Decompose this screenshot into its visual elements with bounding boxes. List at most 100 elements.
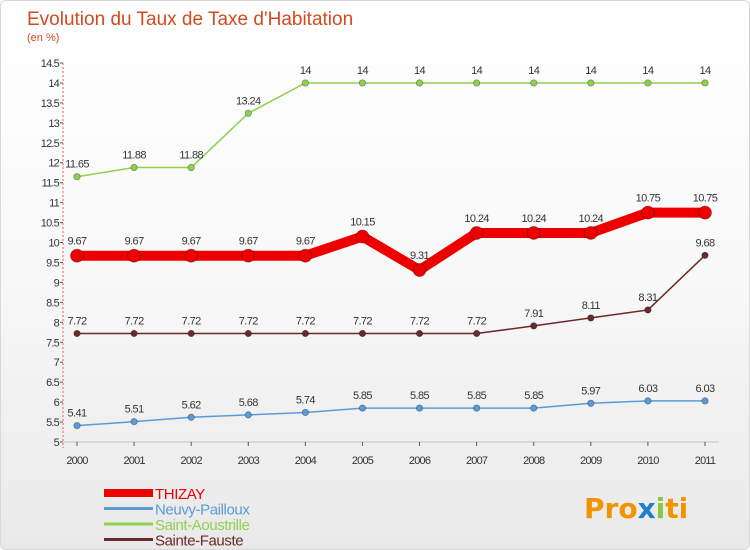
point-sainte-fauste <box>644 306 652 314</box>
chart-subtitle: (en %) <box>27 32 59 44</box>
brand-letter: x <box>638 492 656 525</box>
y-tick-label: 9.5 <box>46 257 60 269</box>
y-tick-label: 13 <box>48 118 59 130</box>
x-tick-label: 2008 <box>523 455 545 467</box>
x-tick-label: 2009 <box>580 455 602 467</box>
data-label-sainte-fauste: 7.72 <box>296 315 315 327</box>
data-label-sainte-fauste: 8.31 <box>638 292 657 304</box>
data-label-saint-aoustrille: 13.24 <box>236 95 261 107</box>
data-label-sainte-fauste: 7.72 <box>410 315 429 327</box>
data-label-saint-aoustrille: 14 <box>528 65 540 77</box>
data-label-thizay: 10.24 <box>579 213 604 225</box>
series-layer <box>70 79 712 430</box>
data-label-thizay: 10.24 <box>521 213 546 225</box>
y-tick-label: 5 <box>54 437 60 449</box>
y-tick-label: 12 <box>48 158 59 170</box>
series-line-saint-aoustrille <box>76 82 706 178</box>
y-tick-label: 5.5 <box>46 417 60 429</box>
data-label-thizay: 9.67 <box>239 236 258 248</box>
data-label-thizay: 10.15 <box>350 217 375 229</box>
y-tick-label: 8.5 <box>46 297 60 309</box>
x-tick-label: 2000 <box>66 455 88 467</box>
point-sainte-fauste <box>587 314 595 322</box>
data-label-thizay: 9.31 <box>410 250 429 262</box>
point-neuvy-pailloux <box>587 399 595 407</box>
point-sainte-fauste <box>187 329 195 338</box>
point-thizay <box>641 205 655 220</box>
brand-logo: Proxiti <box>584 492 688 525</box>
y-tick-label: 10 <box>48 238 59 250</box>
point-sainte-fauste <box>530 322 538 330</box>
point-neuvy-pailloux <box>244 411 252 419</box>
point-sainte-fauste <box>301 329 309 338</box>
y-tick-label: 11 <box>49 198 60 210</box>
data-label-neuvy-pailloux: 5.85 <box>467 390 486 402</box>
data-label-neuvy-pailloux: 5.62 <box>182 399 201 411</box>
point-saint-aoustrille <box>530 79 538 87</box>
point-saint-aoustrille <box>587 79 595 87</box>
legend-label-thizay: THIZAY <box>155 486 205 503</box>
point-saint-aoustrille <box>473 79 481 87</box>
point-sainte-fauste <box>244 329 252 338</box>
y-tick-label: 6.5 <box>46 377 60 389</box>
data-label-thizay: 9.67 <box>296 236 315 248</box>
y-tick-label: 11.5 <box>42 178 60 190</box>
data-label-saint-aoustrille: 11.88 <box>122 150 146 162</box>
data-label-thizay: 10.75 <box>636 193 661 205</box>
data-label-thizay: 9.67 <box>125 236 144 248</box>
data-label-neuvy-pailloux: 5.41 <box>67 408 86 420</box>
x-tick-label: 2007 <box>466 455 488 467</box>
x-tick-label: 2010 <box>637 455 659 467</box>
point-saint-aoustrille <box>301 79 309 87</box>
brand-letter: r <box>605 492 619 525</box>
data-label-saint-aoustrille: 14 <box>357 65 369 77</box>
y-tick-label: 13.5 <box>41 98 60 110</box>
point-neuvy-pailloux <box>301 408 309 417</box>
data-label-neuvy-pailloux: 5.85 <box>524 390 543 402</box>
point-sainte-fauste <box>358 329 367 338</box>
data-label-sainte-fauste: 7.72 <box>239 315 258 327</box>
point-sainte-fauste <box>415 329 424 338</box>
point-sainte-fauste <box>130 329 138 338</box>
data-label-saint-aoustrille: 14 <box>471 65 483 77</box>
point-saint-aoustrille <box>644 79 652 87</box>
series-line-thizay <box>72 207 710 276</box>
point-thizay <box>469 226 484 240</box>
data-label-sainte-fauste: 7.91 <box>524 308 543 320</box>
data-label-saint-aoustrille: 14 <box>414 65 426 77</box>
point-neuvy-pailloux <box>130 418 138 426</box>
data-label-neuvy-pailloux: 5.51 <box>125 404 144 416</box>
point-thizay <box>70 248 84 263</box>
point-neuvy-pailloux <box>415 404 424 412</box>
brand-letter: i <box>656 492 666 525</box>
brand-letter: t <box>665 492 678 525</box>
data-label-saint-aoustrille: 11.88 <box>179 150 203 162</box>
data-label-sainte-fauste: 7.72 <box>467 315 486 327</box>
y-tick-label: 12.5 <box>41 138 60 150</box>
data-label-saint-aoustrille: 14 <box>642 65 654 77</box>
point-saint-aoustrille <box>130 163 138 172</box>
y-tick-label: 7 <box>54 357 60 369</box>
point-neuvy-pailloux <box>644 397 652 405</box>
data-label-saint-aoustrille: 14 <box>585 65 597 77</box>
y-tick-label: 9 <box>54 277 60 289</box>
data-label-thizay: 9.67 <box>182 236 201 248</box>
point-sainte-fauste <box>473 329 481 338</box>
point-saint-aoustrille <box>73 173 81 181</box>
brand-text: Proxiti <box>584 492 688 525</box>
series-line-neuvy-pailloux <box>76 400 706 427</box>
axes: 5 5.5 6 6.5 7 7.5 8 8.5 9 9.5 10 10.5 11 11.5 12 12.5 13… <box>41 58 719 467</box>
point-thizay <box>698 205 712 220</box>
x-tick-label: 2004 <box>295 455 317 467</box>
brand-letter: i <box>679 492 689 525</box>
y-tick-label: 6 <box>54 397 60 409</box>
x-tick-label: 2005 <box>352 455 374 467</box>
x-tick-label: 2011 <box>695 455 716 467</box>
point-saint-aoustrille <box>187 163 195 172</box>
point-thizay <box>526 226 541 240</box>
data-label-sainte-fauste: 9.68 <box>695 237 714 249</box>
legend: THIZAYNeuvy-PaillouxSaint-AoustrilleSain… <box>104 486 251 549</box>
point-thizay <box>583 226 598 240</box>
